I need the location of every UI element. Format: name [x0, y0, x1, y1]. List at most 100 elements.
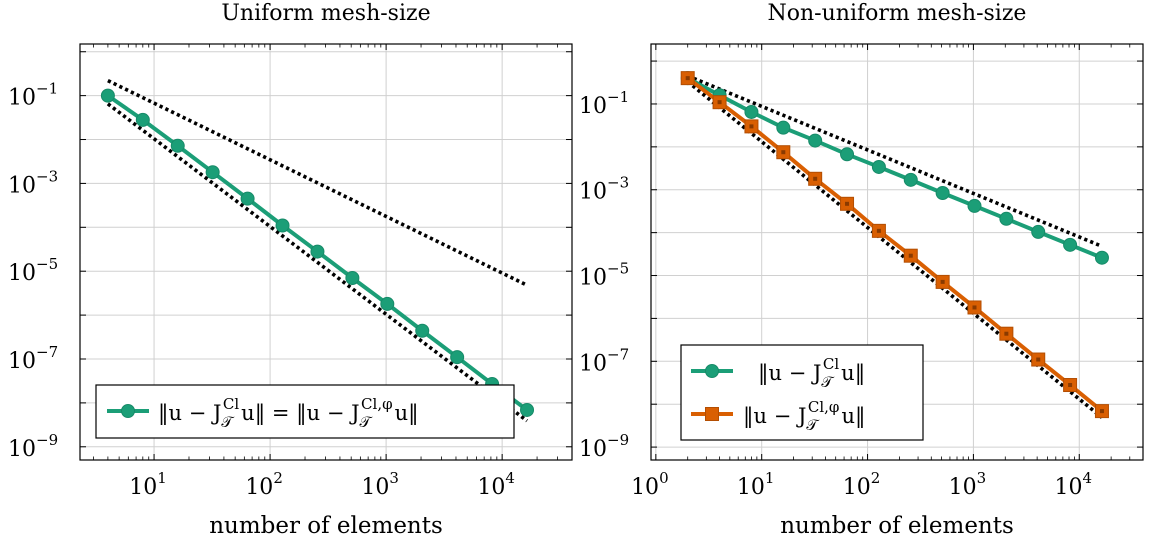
- right-series-1-point: [808, 133, 823, 148]
- left-series-1-point: [415, 323, 430, 338]
- left-ytick-label: 10−9: [8, 431, 58, 462]
- right-legend: ‖u − J𝒯Clu‖ ‖u − J𝒯Cl,φu‖: [680, 344, 924, 441]
- left-xtick-label: 104: [477, 469, 515, 500]
- right-ytick-label-exp: −7: [607, 345, 629, 363]
- right-series-1-point: [1094, 250, 1109, 265]
- right-series-2-point-center: [908, 253, 913, 258]
- right-ytick-label: 10−5: [579, 260, 629, 291]
- right-xtick-label-exp: 1: [765, 469, 775, 487]
- left-ytick-label-base: 10: [8, 261, 36, 286]
- left-series-1-point: [135, 112, 150, 127]
- right-xtick-label-exp: 2: [871, 469, 881, 487]
- left-ytick-label-exp: −9: [36, 431, 58, 449]
- right-series-2-point-center: [717, 100, 722, 105]
- right-series-1-point: [871, 159, 886, 174]
- right-series-2-point-center: [781, 150, 786, 155]
- left-series-1-point: [170, 138, 185, 153]
- left-legend-sub1: 𝒯: [221, 413, 235, 431]
- left-series-1-point: [380, 296, 395, 311]
- left-series-1-point: [275, 218, 290, 233]
- right-legend-1-part-a: ‖u − J: [758, 361, 821, 386]
- right-ytick-label-base: 10: [579, 180, 607, 205]
- left-reference-line-2: [106, 102, 529, 423]
- right-legend-swatch-marker-1: [705, 364, 719, 378]
- right-legend-2-sup: Cl,φ: [808, 398, 840, 416]
- left-ytick-label-exp: −5: [36, 255, 58, 273]
- left-ytick-label-base: 10: [8, 173, 36, 198]
- left-xtick-label: 102: [245, 469, 283, 500]
- right-series-2-point-center: [845, 201, 850, 206]
- right-ytick-label: 10−1: [579, 88, 629, 119]
- right-series-1-point: [776, 120, 791, 135]
- left-xtick-label-exp: 3: [389, 469, 399, 487]
- left-series-1-point: [205, 165, 220, 180]
- right-series-2-point-center: [940, 279, 945, 284]
- left-ytick-label-base: 10: [8, 86, 36, 111]
- left-xtick-label-base: 10: [477, 475, 505, 500]
- right-xtick-label: 101: [737, 469, 775, 500]
- right-ytick-label-exp: −3: [607, 174, 629, 192]
- right-legend-box: [680, 344, 924, 441]
- right-series-1-point: [840, 147, 855, 162]
- left-ytick-label-base: 10: [8, 437, 36, 462]
- left-legend-box: [95, 384, 515, 439]
- right-legend-text-2: ‖u − J𝒯Cl,φu‖: [743, 398, 865, 434]
- left-xtick-label-exp: 4: [505, 469, 515, 487]
- left-ytick-label-exp: −1: [36, 80, 58, 98]
- right-xtick-label-exp: 3: [977, 469, 987, 487]
- left-xtick-label-exp: 1: [157, 469, 167, 487]
- right-ytick-label-base: 10: [579, 351, 607, 376]
- left-xtick-label-base: 10: [129, 475, 157, 500]
- left-chart-xlabel: number of elements: [209, 513, 443, 539]
- left-legend: ‖u − J𝒯Clu‖ = ‖u − J𝒯Cl,φu‖: [95, 384, 515, 439]
- right-legend-2-part-a: ‖u − J: [743, 404, 806, 429]
- right-ytick-label: 10−9: [579, 431, 629, 462]
- right-legend-1-sub: 𝒯: [821, 373, 835, 391]
- left-axes-frame: [79, 43, 573, 461]
- left-series-1-point: [100, 88, 115, 103]
- right-chart-title: Non-uniform mesh-size: [768, 1, 1027, 26]
- left-xtick-label-exp: 2: [273, 469, 283, 487]
- left-chart-title: Uniform mesh-size: [221, 1, 430, 26]
- right-series-2-point-center: [1036, 357, 1041, 362]
- left-legend-text: ‖u − J𝒯Clu‖ = ‖u − J𝒯Cl,φu‖: [158, 395, 419, 431]
- right-series-2-point-center: [972, 305, 977, 310]
- right-xtick-label: 102: [843, 469, 881, 500]
- right-ytick-label-exp: −5: [607, 260, 629, 278]
- left-legend-sub2: 𝒯: [360, 413, 374, 431]
- left-reference-line-1: [107, 78, 528, 287]
- left-legend-part-b: u‖ = ‖u − J: [241, 401, 359, 426]
- left-series-1-point: [240, 191, 255, 206]
- right-ytick-label: 10−7: [579, 345, 629, 376]
- right-axes-frame: [650, 43, 1144, 461]
- right-xtick-label-exp: 0: [659, 469, 669, 487]
- right-legend-1-part-c: u‖: [841, 361, 865, 386]
- right-ytick-label-exp: −9: [607, 431, 629, 449]
- left-legend-sup2: Cl,φ: [361, 395, 393, 413]
- left-xtick-label: 101: [129, 469, 167, 500]
- left-ytick-label-exp: −7: [36, 343, 58, 361]
- left-xtick-label: 103: [361, 469, 399, 500]
- left-xtick-label-base: 10: [245, 475, 273, 500]
- left-ytick-label: 10−5: [8, 255, 58, 286]
- series-layer: [100, 71, 1109, 419]
- right-series-1-point: [1063, 237, 1078, 252]
- left-series-1-point: [450, 350, 465, 365]
- right-xtick-label-base: 10: [949, 475, 977, 500]
- right-series-2-point-center: [685, 76, 690, 81]
- right-legend-2-part-c: u‖: [841, 404, 865, 429]
- right-legend-2-sub: 𝒯: [806, 416, 820, 434]
- right-series-1-point: [903, 172, 918, 187]
- right-series-2-point-center: [876, 228, 881, 233]
- left-legend-part-c: u‖: [395, 401, 419, 426]
- right-ytick-label: 10−3: [579, 174, 629, 205]
- right-xtick-label: 103: [949, 469, 987, 500]
- right-ytick-label-exp: −1: [607, 88, 629, 106]
- left-legend-swatch-marker: [121, 404, 135, 418]
- right-legend-swatch-marker-2: [705, 407, 719, 421]
- right-series-2-point-center: [1099, 409, 1104, 414]
- right-series-2-point-center: [1068, 383, 1073, 388]
- left-series-1-point: [310, 244, 325, 259]
- left-legend-part-a: ‖u − J: [158, 401, 221, 426]
